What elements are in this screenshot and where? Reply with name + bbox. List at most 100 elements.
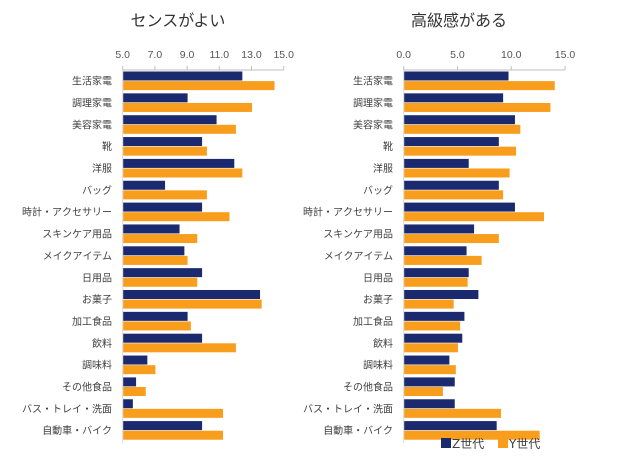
bar-z-gen bbox=[123, 180, 166, 190]
category-label: 洋服 bbox=[373, 162, 393, 175]
bar-z-gen bbox=[123, 355, 148, 365]
chart-sense-good: センスがよい 5.0 7.0 9.0 11.0 13.0 15.0 生活家電調理家電美容家電靴… bbox=[22, 11, 294, 443]
bar-y-gen bbox=[123, 387, 146, 396]
category-label: スキンケア用品 bbox=[323, 229, 393, 241]
category-label: 日用品 bbox=[363, 272, 393, 284]
category-label: スキンケア用品 bbox=[42, 229, 112, 241]
category-label: バッグ bbox=[363, 184, 393, 197]
category-label: 調理家電 bbox=[353, 96, 393, 109]
bar-z-gen bbox=[404, 93, 504, 103]
bar-z-gen bbox=[404, 333, 463, 343]
bar-z-gen bbox=[404, 71, 509, 81]
bar-y-gen bbox=[404, 408, 501, 418]
bar-y-gen bbox=[123, 234, 198, 244]
category-label: メイクアイテム bbox=[43, 250, 112, 262]
category-label: 靴 bbox=[383, 140, 393, 153]
bar-z-gen bbox=[404, 355, 450, 365]
bar-y-gen bbox=[404, 102, 551, 112]
category-label: 調味料 bbox=[82, 359, 112, 372]
category-label: 自動車・バイク bbox=[42, 424, 112, 437]
bar-z-gen bbox=[404, 290, 479, 299]
bar-z-gen bbox=[123, 93, 188, 103]
bar-y-gen bbox=[123, 81, 275, 91]
bar-z-gen bbox=[123, 202, 203, 212]
bar-z-gen bbox=[404, 115, 515, 125]
bar-y-gen bbox=[123, 102, 252, 112]
category-label: お菓子 bbox=[82, 294, 112, 306]
bar-z-gen bbox=[404, 137, 499, 147]
bar-z-gen bbox=[404, 158, 469, 168]
category-label: お菓子 bbox=[363, 294, 393, 306]
category-label: 加工食品 bbox=[353, 315, 393, 328]
x-tick-label: 15.0 bbox=[555, 49, 576, 61]
bar-z-gen bbox=[404, 246, 467, 256]
bar-z-gen bbox=[123, 377, 137, 387]
chart-title: 高級感がある bbox=[411, 11, 507, 30]
bar-z-gen bbox=[404, 399, 455, 409]
category-label: その他食品 bbox=[343, 381, 393, 394]
bar-y-gen bbox=[404, 212, 544, 222]
bar-z-gen bbox=[123, 290, 261, 299]
bar-y-gen bbox=[123, 124, 236, 134]
bar-y-gen bbox=[404, 146, 517, 156]
bar-z-gen bbox=[123, 158, 235, 168]
category-label: 日用品 bbox=[82, 272, 112, 284]
category-label: バス・トレイ・洗面 bbox=[22, 403, 112, 415]
bar-z-gen bbox=[404, 377, 455, 387]
category-label: 洋服 bbox=[92, 162, 112, 175]
bar-y-gen bbox=[404, 255, 482, 265]
bar-z-gen bbox=[123, 268, 203, 278]
category-label: バッグ bbox=[82, 184, 112, 197]
bar-y-gen bbox=[404, 81, 555, 91]
bar-y-gen bbox=[404, 234, 499, 244]
bar-y-gen bbox=[123, 299, 262, 309]
chart-title: センスがよい bbox=[131, 11, 226, 30]
bar-y-gen bbox=[123, 168, 243, 178]
category-label: 調味料 bbox=[363, 359, 393, 372]
bar-z-gen bbox=[404, 202, 515, 212]
bar-z-gen bbox=[404, 180, 499, 190]
legend: Z世代 Y世代 bbox=[441, 437, 540, 451]
category-label: 加工食品 bbox=[72, 315, 112, 328]
category-label: 生活家電 bbox=[353, 75, 393, 88]
bar-z-gen bbox=[123, 421, 203, 431]
category-label: 時計・アクセサリー bbox=[22, 206, 112, 219]
bar-y-gen bbox=[404, 365, 456, 375]
bar-y-gen bbox=[123, 408, 224, 418]
x-tick-label: 0.0 bbox=[396, 49, 411, 61]
x-tick-label: 11.0 bbox=[209, 49, 229, 61]
bar-y-gen bbox=[123, 365, 156, 375]
category-label: その他食品 bbox=[62, 381, 112, 394]
bar-z-gen bbox=[123, 71, 243, 81]
category-label: 飲料 bbox=[373, 337, 393, 350]
bar-y-gen bbox=[123, 255, 188, 265]
bar-z-gen bbox=[123, 137, 203, 147]
category-label: 生活家電 bbox=[72, 75, 112, 88]
bar-y-gen bbox=[404, 387, 443, 396]
bar-y-gen bbox=[404, 321, 461, 331]
category-label: 美容家電 bbox=[72, 118, 112, 131]
x-tick-label: 7.0 bbox=[148, 49, 163, 61]
bar-z-gen bbox=[404, 311, 465, 321]
x-tick-label: 5.0 bbox=[115, 49, 130, 61]
x-tick-label: 5.0 bbox=[450, 49, 465, 61]
bar-y-gen bbox=[123, 190, 207, 200]
bar-y-gen bbox=[404, 124, 521, 134]
category-label: メイクアイテム bbox=[324, 250, 393, 262]
category-label: 時計・アクセサリー bbox=[303, 206, 393, 219]
bar-z-gen bbox=[123, 399, 133, 409]
bar-y-gen bbox=[123, 321, 191, 331]
x-tick-label: 9.0 bbox=[180, 49, 195, 61]
category-label: 調理家電 bbox=[72, 96, 112, 109]
bar-y-gen bbox=[123, 343, 236, 353]
legend-swatch bbox=[498, 438, 508, 448]
bar-y-gen bbox=[123, 146, 207, 156]
bar-z-gen bbox=[123, 311, 188, 321]
bar-y-gen bbox=[404, 343, 458, 353]
bar-z-gen bbox=[123, 333, 203, 343]
bar-y-gen bbox=[404, 430, 540, 440]
bar-y-gen bbox=[404, 299, 454, 309]
category-label: 靴 bbox=[102, 140, 112, 153]
bar-z-gen bbox=[123, 224, 180, 234]
